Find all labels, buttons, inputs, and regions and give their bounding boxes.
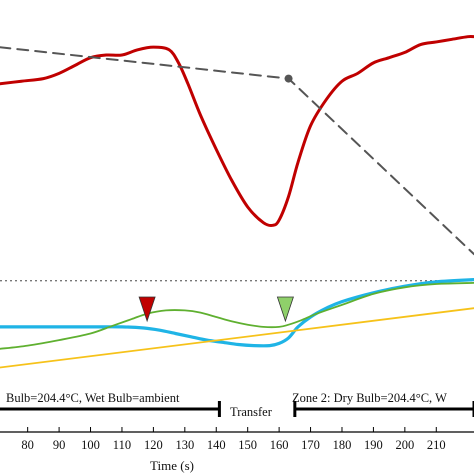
event-marker-1 — [276, 296, 294, 323]
lower-series-line-1 — [0, 282, 474, 350]
upper-series-line-1 — [0, 46, 474, 256]
event-marker-0 — [138, 296, 156, 323]
lower-series-line-0 — [0, 278, 474, 348]
x-tick-label: 110 — [113, 438, 131, 452]
upper-series-line-0 — [0, 34, 474, 228]
x-tick-label: 170 — [301, 438, 320, 452]
zone-2-label: Zone 2: Dry Bulb=204.4°C, W — [292, 391, 447, 405]
x-tick-label: 200 — [395, 438, 414, 452]
x-tick-label: 210 — [427, 438, 446, 452]
x-tick-label: 140 — [207, 438, 226, 452]
lower-series-line-2 — [0, 307, 474, 369]
transfer-label: Transfer — [230, 405, 273, 419]
x-tick-label: 130 — [175, 438, 194, 452]
x-axis-title: Time (s) — [150, 458, 194, 473]
x-tick-label: 90 — [53, 438, 66, 452]
x-tick-label: 180 — [333, 438, 352, 452]
upper-panel — [0, 34, 474, 256]
lower-panel — [0, 278, 474, 369]
x-tick-label: 80 — [21, 438, 34, 452]
x-tick-label: 150 — [238, 438, 257, 452]
x-tick-label: 120 — [144, 438, 163, 452]
phase-bars — [0, 401, 474, 417]
x-tick-label: 160 — [270, 438, 289, 452]
zone-1-label: Bulb=204.4°C, Wet Bulb=ambient — [6, 391, 180, 405]
upper-series-point-marker — [284, 74, 293, 83]
x-axis: 80 90 100 110 120 130 140 150 160 170 180 190 200 210 — [0, 427, 474, 452]
x-tick-label: 100 — [81, 438, 100, 452]
x-tick-label: 190 — [364, 438, 383, 452]
